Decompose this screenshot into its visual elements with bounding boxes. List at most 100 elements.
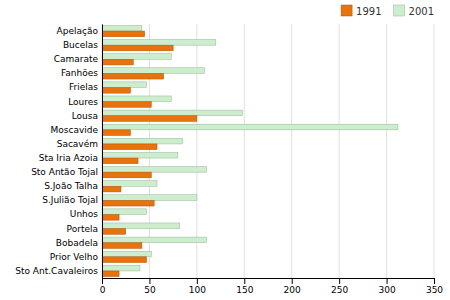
x-tick: 250 bbox=[331, 278, 348, 295]
bar bbox=[102, 172, 151, 178]
y-tick-label: S.João Talha bbox=[44, 181, 98, 191]
bar bbox=[102, 45, 173, 51]
bar bbox=[102, 152, 178, 158]
y-tick-label: Sto Ant.Cavaleiros bbox=[15, 266, 98, 276]
bar bbox=[102, 116, 197, 122]
chart: 0 50 100 150 200 250 300 350 Apelação Bucelas Cama… bbox=[0, 0, 450, 300]
y-axis: Apelação Bucelas Camarate Fanhões Frielas Lou… bbox=[15, 25, 102, 279]
y-tick-label: Bucelas bbox=[63, 40, 98, 50]
x-tick: 50 bbox=[144, 278, 156, 295]
x-tick: 100 bbox=[189, 278, 206, 295]
bar bbox=[102, 237, 206, 243]
bars bbox=[102, 25, 398, 276]
bar bbox=[102, 138, 183, 144]
x-tick: 300 bbox=[378, 278, 395, 295]
x-tick: 0 bbox=[100, 278, 106, 295]
bar bbox=[102, 110, 242, 116]
bar bbox=[102, 181, 157, 187]
x-tick-mark bbox=[102, 278, 103, 284]
grid-line bbox=[339, 24, 340, 278]
y-tick-label: Prior Velho bbox=[50, 252, 99, 262]
legend-item: 2001 bbox=[394, 5, 434, 17]
bar bbox=[102, 265, 140, 271]
bar bbox=[102, 200, 154, 206]
y-tick: Sta Iria Azoia bbox=[39, 153, 102, 163]
grid-line bbox=[291, 24, 292, 278]
y-tick-label: Fanhões bbox=[61, 68, 98, 78]
y-tick-label: Bobadela bbox=[56, 238, 98, 248]
grid-line bbox=[386, 24, 387, 278]
x-tick-mark bbox=[434, 278, 435, 284]
bar bbox=[102, 130, 130, 136]
y-tick: S.Julião Tojal bbox=[42, 195, 102, 205]
y-tick-label: Sta Iria Azoia bbox=[39, 153, 98, 163]
bar bbox=[102, 144, 157, 150]
bar bbox=[102, 102, 151, 108]
grid-line bbox=[102, 24, 103, 278]
bar bbox=[102, 209, 147, 215]
bar bbox=[102, 124, 398, 130]
x-tick-mark bbox=[292, 278, 293, 284]
bar bbox=[102, 82, 147, 88]
y-tick: Fanhões bbox=[61, 68, 102, 78]
y-tick: Moscavide bbox=[50, 125, 102, 135]
bar bbox=[102, 73, 164, 79]
legend-swatch bbox=[341, 5, 352, 16]
bar bbox=[102, 40, 216, 46]
bar bbox=[102, 223, 180, 229]
legend-item: 1991 bbox=[341, 5, 381, 17]
bar-series bbox=[102, 31, 197, 277]
bar bbox=[102, 158, 138, 164]
y-tick: Portela bbox=[67, 223, 102, 233]
bar bbox=[102, 243, 142, 249]
y-axis-line bbox=[102, 25, 103, 279]
y-tick: Camarate bbox=[54, 54, 102, 64]
x-tick: 350 bbox=[426, 278, 443, 295]
y-tick: S.João Talha bbox=[44, 181, 102, 191]
x-tick: 150 bbox=[236, 278, 253, 295]
plot: 0 50 100 150 200 250 300 350 Apelação Bucelas Cama… bbox=[15, 24, 443, 295]
y-tick-label: Apelação bbox=[57, 26, 99, 36]
y-tick-label: Unhos bbox=[70, 209, 99, 219]
x-tick-label: 250 bbox=[331, 285, 348, 295]
x-tick-mark bbox=[197, 278, 198, 284]
y-tick: Frielas bbox=[69, 82, 102, 92]
bar bbox=[102, 25, 142, 31]
x-tick-label: 50 bbox=[144, 285, 156, 295]
y-tick: Sacavém bbox=[57, 139, 102, 149]
y-tick: Bobadela bbox=[56, 238, 102, 248]
y-tick: Lousa bbox=[72, 111, 102, 121]
y-tick-label: S.Julião Tojal bbox=[42, 195, 98, 205]
y-tick-label: Camarate bbox=[54, 54, 99, 64]
bar bbox=[102, 195, 197, 201]
bar bbox=[102, 271, 119, 277]
bar bbox=[102, 59, 133, 65]
legend-label: 2001 bbox=[409, 6, 434, 17]
x-tick-label: 300 bbox=[378, 285, 395, 295]
x-axis-line bbox=[103, 279, 435, 285]
bar bbox=[102, 167, 206, 173]
y-tick: Unhos bbox=[70, 209, 102, 219]
y-tick: Apelação bbox=[57, 26, 102, 36]
x-tick-mark bbox=[149, 278, 150, 284]
bar bbox=[102, 31, 145, 37]
x-tick-mark bbox=[339, 278, 340, 284]
x-tick-mark bbox=[387, 278, 388, 284]
grid-line bbox=[244, 24, 245, 278]
x-tick-mark bbox=[244, 278, 245, 284]
x-tick-label: 350 bbox=[426, 285, 443, 295]
grid bbox=[102, 24, 434, 278]
y-tick-label: Lousa bbox=[72, 111, 98, 121]
y-tick-label: Loures bbox=[68, 96, 98, 106]
y-tick: Sto Antão Tojal bbox=[31, 167, 102, 177]
bar bbox=[102, 186, 121, 192]
x-tick: 200 bbox=[284, 278, 301, 295]
y-tick: Loures bbox=[68, 96, 102, 106]
x-tick-label: 0 bbox=[100, 285, 106, 295]
bar bbox=[102, 68, 204, 74]
y-tick-label: Frielas bbox=[69, 82, 98, 92]
legend-swatch bbox=[394, 5, 405, 16]
y-tick-label: Moscavide bbox=[50, 125, 98, 135]
bar bbox=[102, 54, 171, 60]
y-tick: Sto Ant.Cavaleiros bbox=[15, 266, 102, 276]
